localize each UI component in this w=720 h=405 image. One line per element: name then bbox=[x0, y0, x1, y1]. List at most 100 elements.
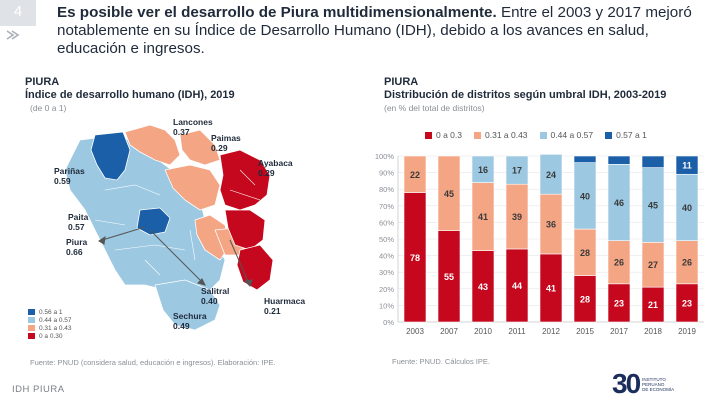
data-label: 55 bbox=[444, 272, 454, 282]
map-legend: 0.56 a 1 0.44 a 0.57 0.31 a 0.43 0 a 0.3… bbox=[28, 308, 72, 340]
data-label: 28 bbox=[580, 248, 590, 258]
map-region-orange-mid bbox=[164, 164, 221, 211]
y-tick-label: 0% bbox=[383, 318, 394, 327]
bar-segment bbox=[641, 155, 665, 168]
map-legend-item: 0.56 a 1 bbox=[28, 308, 72, 316]
map-title: Índice de desarrollo humano (IDH), 2019 bbox=[25, 89, 235, 101]
map-subtitle: (de 0 a 1) bbox=[30, 103, 67, 113]
data-label: 17 bbox=[512, 166, 522, 176]
headline-rest: Entre el 2003 y 2017 mejoró notablemente… bbox=[57, 4, 692, 57]
chart-legend-item: 0.57 a 1 bbox=[605, 130, 647, 140]
x-tick-label: 2017 bbox=[610, 327, 628, 336]
data-label: 26 bbox=[682, 258, 692, 268]
x-tick-label: 2019 bbox=[678, 327, 696, 336]
map-label-lancones: Lancones 0.37 bbox=[173, 117, 213, 137]
data-label: 44 bbox=[512, 281, 522, 291]
y-tick-label: 40% bbox=[379, 252, 394, 261]
data-label: 23 bbox=[614, 298, 624, 308]
x-tick-label: 2010 bbox=[474, 327, 492, 336]
data-label: 41 bbox=[546, 283, 556, 293]
y-tick-label: 70% bbox=[379, 202, 394, 211]
logo-text: INSTITUTO PERUANO DE ECONOMÍA bbox=[642, 376, 675, 392]
ipe-logo: 30 INSTITUTO PERUANO DE ECONOMÍA bbox=[612, 368, 674, 400]
data-label: 26 bbox=[614, 258, 624, 268]
bar-segment bbox=[675, 155, 699, 175]
map-label-paimas: Paimas 0.29 bbox=[211, 133, 241, 153]
bar-segment bbox=[607, 155, 631, 165]
bar-segment bbox=[505, 155, 529, 185]
data-label: 45 bbox=[648, 200, 658, 210]
data-label: 46 bbox=[614, 198, 624, 208]
map-label-ayabaca: Ayabaca 0.29 bbox=[258, 158, 293, 178]
chart-legend-item: 0.31 a 0.43 bbox=[474, 130, 528, 140]
y-tick-label: 10% bbox=[379, 301, 394, 310]
bar-segment bbox=[403, 155, 427, 193]
idh-district-map bbox=[64, 124, 274, 331]
data-label: 78 bbox=[410, 253, 420, 263]
map-legend-item: 0.31 a 0.43 bbox=[28, 324, 72, 332]
data-label: 23 bbox=[682, 298, 692, 308]
bar-segment bbox=[437, 155, 461, 231]
map-legend-item: 0 a 0.30 bbox=[28, 332, 72, 340]
x-tick-label: 2007 bbox=[440, 327, 458, 336]
map-label-piura: Piura 0.66 bbox=[66, 237, 88, 257]
map-region-piura bbox=[136, 207, 171, 236]
data-label: 45 bbox=[444, 189, 454, 199]
logo-number: 30 bbox=[612, 368, 641, 399]
map-region: PIURA bbox=[25, 76, 60, 88]
map-region-red-mid bbox=[224, 209, 266, 251]
data-label: 24 bbox=[546, 170, 556, 180]
chevron-right-icon bbox=[6, 30, 20, 40]
map-label-salitral: Salitral 0.40 bbox=[201, 286, 230, 306]
chart-region: PIURA bbox=[384, 76, 419, 88]
headline: Es posible ver el desarrollo de Piura mu… bbox=[57, 4, 717, 58]
map-region-huarmaca bbox=[236, 244, 274, 291]
chart-legend: 0 a 0.3 0.31 a 0.43 0.44 a 0.57 0.57 a 1 bbox=[425, 130, 647, 140]
chart-legend-item: 0 a 0.3 bbox=[425, 130, 462, 140]
stacked-bar-chart: 0% 10% 20% 30% 40% 50% 60% 70% 80% 90% 100% 78 22 200… bbox=[375, 152, 704, 336]
map-label-sechura: Sechura 0.49 bbox=[173, 311, 207, 331]
chart-legend-item: 0.44 a 0.57 bbox=[539, 130, 593, 140]
data-label: 41 bbox=[478, 212, 488, 222]
y-tick-label: 90% bbox=[379, 169, 394, 178]
data-label: 40 bbox=[682, 203, 692, 213]
map-label-huarmaca: Huarmaca 0.21 bbox=[264, 296, 306, 316]
x-tick-label: 2003 bbox=[406, 327, 424, 336]
x-tick-label: 2012 bbox=[542, 327, 560, 336]
chart-title: Distribución de distritos según umbral I… bbox=[384, 89, 667, 101]
y-tick-label: 50% bbox=[379, 235, 394, 244]
x-tick-label: 2015 bbox=[576, 327, 594, 336]
map-legend-item: 0.44 a 0.57 bbox=[28, 316, 72, 324]
map-region-ayabaca bbox=[219, 149, 271, 211]
map-label-paita: Paita 0.57 bbox=[68, 212, 89, 232]
data-label: 28 bbox=[580, 294, 590, 304]
map-source: Fuente: PNUD (considera salud, educación… bbox=[30, 358, 276, 367]
bar-segment bbox=[573, 155, 597, 163]
y-tick-label: 30% bbox=[379, 268, 394, 277]
data-label: 43 bbox=[478, 282, 488, 292]
page-number: 4 bbox=[0, 0, 36, 26]
map-region-paimas bbox=[179, 129, 221, 166]
map-region-parinas bbox=[90, 131, 131, 181]
map-region-lancones bbox=[124, 124, 181, 166]
map-label-parinas: Pariñas 0.59 bbox=[54, 166, 85, 186]
data-label: 11 bbox=[682, 161, 692, 171]
data-label: 16 bbox=[478, 165, 488, 175]
data-label: 36 bbox=[546, 220, 556, 230]
chart-subtitle: (en % del total de distritos) bbox=[384, 103, 485, 113]
x-tick-label: 2018 bbox=[644, 327, 662, 336]
data-label: 27 bbox=[648, 260, 658, 270]
y-tick-label: 100% bbox=[375, 152, 395, 161]
data-label: 40 bbox=[580, 191, 590, 201]
data-label: 22 bbox=[410, 170, 420, 180]
headline-bold: Es posible ver el desarrollo de Piura mu… bbox=[57, 4, 497, 21]
map-region-sechura bbox=[154, 279, 221, 331]
footer-label: IDH PIURA bbox=[12, 384, 65, 395]
data-label: 21 bbox=[648, 300, 658, 310]
bar-segment bbox=[471, 155, 495, 183]
chart-source: Fuente: PNUD. Cálculos IPE. bbox=[392, 357, 490, 366]
y-tick-label: 60% bbox=[379, 218, 394, 227]
bar-segment bbox=[539, 154, 563, 195]
data-label: 39 bbox=[512, 212, 522, 222]
y-tick-label: 20% bbox=[379, 285, 394, 294]
